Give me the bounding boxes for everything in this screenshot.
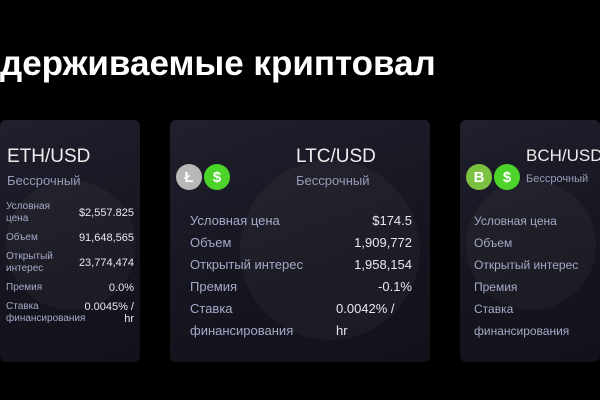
value-price: $2,557.825 [78, 206, 134, 219]
label-premium: Премия [190, 279, 238, 294]
value-volume: 1,909,772 [354, 235, 412, 250]
dollar-icon: $ [204, 164, 230, 190]
litecoin-icon: Ł [176, 164, 202, 190]
pair-name: LTC/USD [296, 146, 376, 167]
label-price: Условная цена [6, 200, 51, 224]
dollar-icon: $ [494, 164, 520, 190]
page-title: держиваемые криптовал [0, 44, 436, 83]
label-volume: Объем [474, 236, 513, 250]
contract-type: Бессрочный [526, 173, 589, 185]
pair-name: BCH/USD [526, 146, 600, 165]
card-bch[interactable]: B $ BCH/USD Бессрочный Условная цена Объ… [460, 120, 600, 362]
value-premium: -0.1% [378, 279, 412, 294]
pair-name: ETH/USD [7, 146, 91, 167]
contract-type: Бессрочный [296, 173, 370, 188]
label-premium: Премия [474, 280, 518, 294]
contract-type: Бессрочный [7, 173, 81, 188]
value-volume: 91,648,565 [78, 231, 134, 244]
bitcoin-cash-icon: B [466, 164, 492, 190]
label-price: Условная цена [190, 213, 280, 228]
label-volume: Объем [190, 235, 232, 250]
value-premium: 0.0% [108, 281, 134, 294]
label-funding: Ставка финансирования [6, 300, 86, 324]
card-ltc[interactable]: Ł $ LTC/USD Бессрочный Условная цена $174… [170, 120, 430, 362]
label-open-interest: Открытый интерес [190, 257, 303, 272]
label-funding: Ставка финансирования [474, 302, 570, 338]
value-funding: 0.0045% / hr [84, 300, 134, 325]
value-open-interest: 23,774,474 [78, 256, 134, 269]
label-funding: Ставка финансирования [190, 301, 294, 338]
label-premium: Премия [6, 281, 43, 293]
value-price: $174.5 [372, 213, 412, 228]
label-open-interest: Открытый интерес [6, 250, 53, 274]
label-open-interest: Открытый интерес [474, 258, 579, 272]
card-eth[interactable]: ETH/USD Бессрочный Условная цена $2,557.8… [0, 120, 140, 362]
value-open-interest: 1,958,154 [354, 257, 412, 272]
label-price: Условная цена [474, 214, 557, 228]
label-volume: Объем [6, 231, 38, 243]
value-funding: 0.0042% / hr [336, 301, 395, 338]
